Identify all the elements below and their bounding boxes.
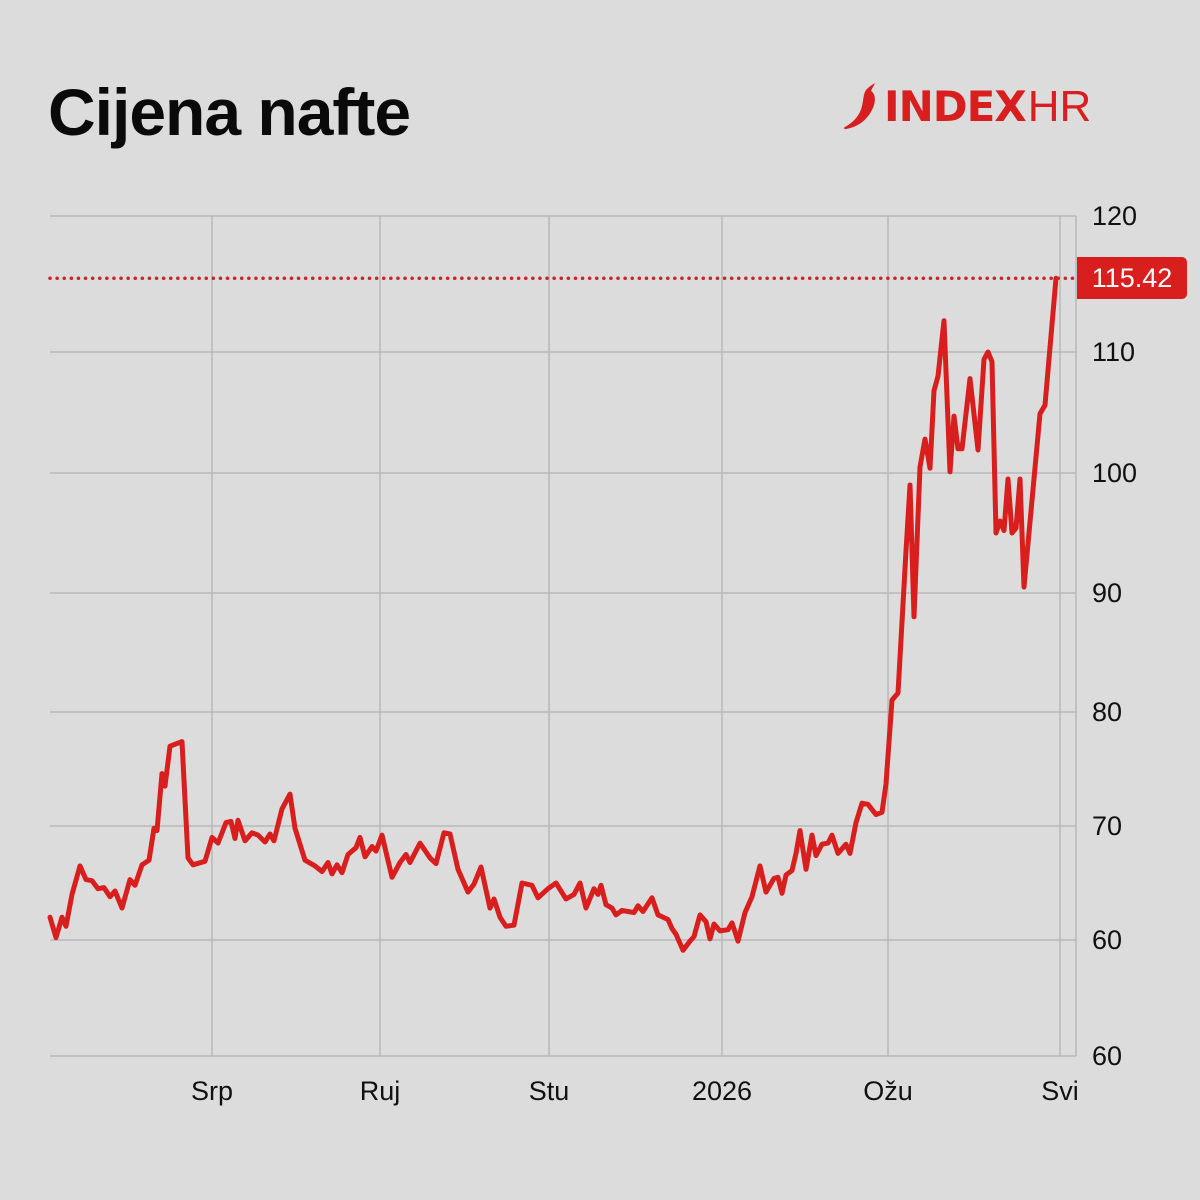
y-tick-label: 80 bbox=[1092, 697, 1123, 727]
gridlines bbox=[50, 215, 1077, 1057]
y-tick-label: 70 bbox=[1092, 811, 1123, 841]
current-price-badge: 115.42 bbox=[1077, 257, 1187, 300]
x-tick-label: Svi bbox=[1041, 1076, 1079, 1106]
y-tick-label: 60 bbox=[1092, 925, 1123, 955]
y-tick-label: 60 bbox=[1092, 1041, 1123, 1071]
chart-title: Cijena nafte bbox=[48, 75, 411, 149]
x-tick-label: Ožu bbox=[863, 1076, 913, 1106]
brand-name: INDEX bbox=[884, 82, 1027, 131]
brand-suffix: HR bbox=[1027, 82, 1092, 131]
price-series-line bbox=[47, 275, 1059, 953]
y-tick-label: 100 bbox=[1092, 458, 1138, 488]
brand-logo[interactable]: INDEX HR bbox=[838, 82, 1091, 132]
y-tick-label: 110 bbox=[1092, 337, 1136, 367]
chili-pepper-icon bbox=[843, 83, 875, 129]
x-tick-label: Srp bbox=[190, 1076, 234, 1106]
y-tick-label: 90 bbox=[1092, 578, 1123, 608]
x-tick-label: Stu bbox=[528, 1076, 570, 1106]
x-tick-label: 2026 bbox=[691, 1076, 753, 1106]
x-tick-label: Ruj bbox=[359, 1076, 401, 1106]
y-tick-label: 120 bbox=[1092, 201, 1138, 231]
